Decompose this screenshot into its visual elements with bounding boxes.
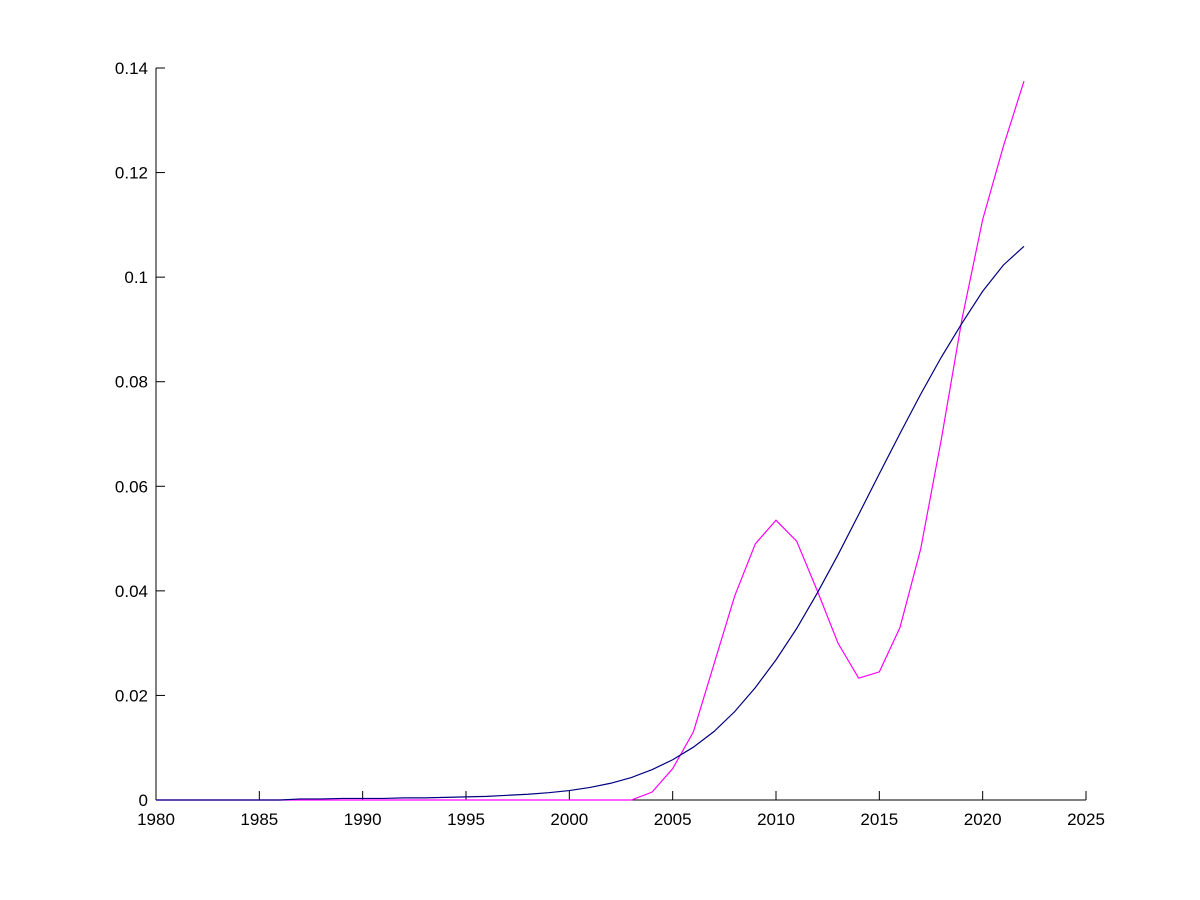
x-tick-label: 2020 (964, 810, 1002, 829)
x-tick-label: 1980 (137, 810, 175, 829)
x-tick-label: 2005 (654, 810, 692, 829)
x-tick-label: 1995 (447, 810, 485, 829)
y-tick-label: 0.1 (124, 268, 148, 287)
y-tick-label: 0.08 (115, 373, 148, 392)
y-tick-label: 0.14 (115, 59, 148, 78)
x-tick-label: 1985 (240, 810, 278, 829)
x-tick-label: 1990 (344, 810, 382, 829)
y-tick-label: 0.06 (115, 477, 148, 496)
y-tick-label: 0 (139, 791, 148, 810)
series-line (156, 245, 1025, 801)
x-tick-label: 2015 (860, 810, 898, 829)
y-tick-label: 0.12 (115, 164, 148, 183)
x-tick-label: 2000 (550, 810, 588, 829)
series-line (156, 80, 1025, 801)
y-tick-label: 0.02 (115, 686, 148, 705)
y-tick-label: 0.04 (115, 582, 148, 601)
x-tick-label: 2010 (757, 810, 795, 829)
x-tick-label: 2025 (1067, 810, 1105, 829)
